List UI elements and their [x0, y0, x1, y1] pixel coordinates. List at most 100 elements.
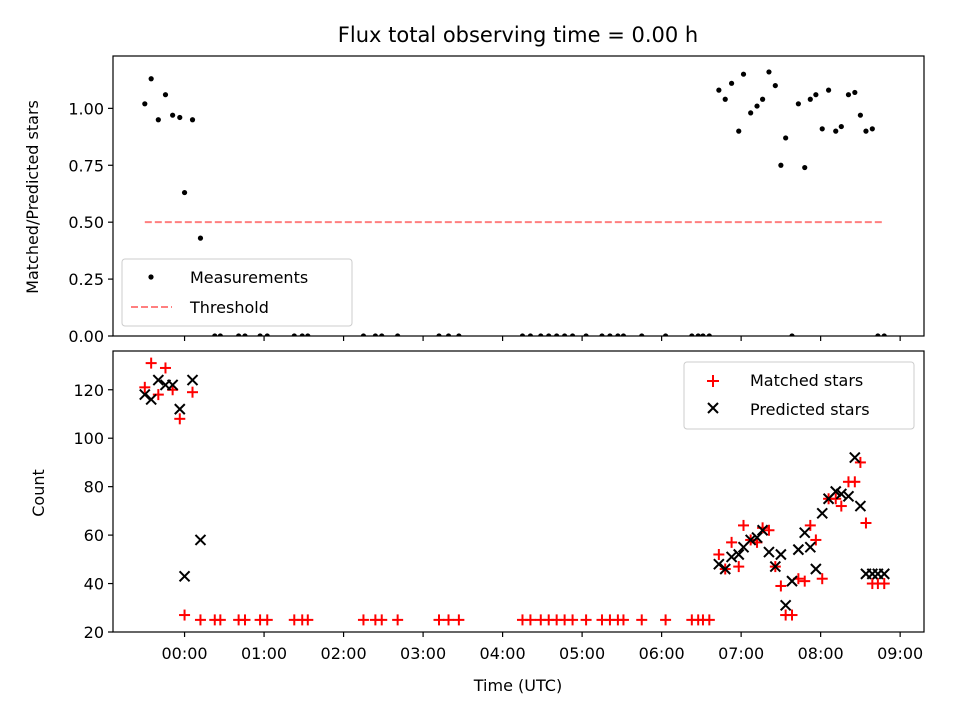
top-measurement-point [875, 333, 881, 336]
bottom-predicted-point [816, 507, 828, 520]
top-measurement-point [264, 333, 270, 336]
top-measurement-point [716, 87, 722, 93]
bottom-predicted-point [719, 563, 731, 575]
top-measurement-point [869, 126, 875, 132]
top-measurement-point [689, 333, 695, 336]
top-measurement-point [569, 333, 576, 336]
bottom-matched-point [636, 614, 648, 626]
top-measurement-point [819, 126, 825, 132]
bottom-x-tick-label: 07:00 [718, 644, 764, 663]
bottom-matched-point [775, 580, 787, 592]
top-measurement-point [155, 117, 161, 123]
bottom-predicted-point [145, 393, 157, 406]
top-measurement-point [436, 333, 442, 336]
legend-matched-marker [707, 375, 719, 387]
top-measurement-point [360, 333, 367, 336]
top-measurement-point [257, 333, 263, 336]
top-measurement-point [607, 333, 613, 336]
top-y-tick-label: 0.00 [68, 327, 104, 346]
bottom-plot-area [139, 357, 890, 626]
bottom-legend: Matched stars Predicted stars [683, 361, 915, 430]
top-measurement-point [599, 333, 605, 336]
top-measurement-point [546, 333, 552, 336]
top-measurement-point [881, 333, 887, 336]
bottom-matched-point [453, 614, 465, 626]
bottom-y-tick-label: 60 [84, 526, 104, 545]
bottom-y-tick-label: 20 [84, 623, 104, 642]
top-measurement-point [242, 333, 248, 336]
top-y-tick-label: 1.00 [68, 99, 104, 118]
bottom-predicted-point [725, 551, 738, 563]
legend-matched-label: Matched stars [750, 371, 863, 390]
bottom-matched-point [860, 517, 872, 529]
bottom-matched-point [357, 614, 369, 626]
bottom-x-tick-label: 00:00 [162, 644, 208, 663]
bottom-predicted-point [804, 541, 817, 553]
top-measurement-point [181, 189, 188, 196]
top-measurement-point [736, 128, 742, 134]
top-measurement-point [197, 235, 204, 241]
bottom-predicted-point [152, 374, 165, 386]
bottom-y-tick-label: 40 [84, 575, 104, 594]
top-measurement-point [662, 333, 669, 336]
bottom-matched-point [726, 536, 738, 548]
bottom-y-tick-label: 80 [84, 478, 104, 497]
top-measurement-point [857, 112, 863, 118]
top-measurement-point [583, 333, 589, 336]
top-measurement-point [177, 114, 183, 121]
bottom-matched-point [810, 534, 822, 546]
chart-title: Flux total observing time = 0.00 h [338, 23, 698, 47]
top-plot-area [142, 69, 887, 336]
bottom-matched-point [816, 573, 828, 585]
bottom-matched-point [738, 519, 750, 531]
top-measurement-point [170, 112, 176, 118]
top-measurement-point [833, 128, 839, 134]
bottom-predicted-point [769, 560, 782, 573]
top-measurement-point [538, 333, 544, 336]
bottom-predicted-point [751, 531, 763, 544]
top-measurement-point [695, 333, 701, 336]
legend-threshold-label: Threshold [189, 298, 269, 317]
top-measurement-point [863, 128, 869, 134]
top-measurement-point [838, 123, 844, 130]
top-measurement-point [291, 333, 297, 336]
bottom-matched-point [145, 357, 157, 369]
bottom-predicted-point [854, 500, 867, 512]
top-measurement-point [519, 333, 526, 336]
top-measurement-point [372, 333, 378, 336]
bottom-matched-point [179, 609, 191, 621]
bottom-predicted-point [786, 575, 798, 587]
bottom-matched-point [194, 614, 206, 626]
top-measurement-point [754, 103, 760, 109]
bottom-x-tick-label: 08:00 [798, 644, 844, 663]
bottom-matched-point [443, 614, 455, 626]
bottom-predicted-point [810, 563, 822, 575]
bottom-matched-point [392, 614, 404, 626]
top-measurement-point [700, 333, 706, 336]
top-measurement-point [722, 96, 728, 102]
top-axes: 0.00 0.25 0.50 0.75 1.00 [68, 55, 925, 346]
bottom-x-tick-label: 09:00 [877, 644, 923, 663]
bottom-matched-point [567, 614, 579, 626]
bottom-matched-point [187, 386, 199, 398]
top-measurement-point [445, 333, 452, 336]
top-measurement-point [456, 333, 462, 336]
bottom-predicted-point [139, 388, 151, 401]
bottom-matched-point [139, 381, 151, 393]
top-measurement-point [148, 76, 154, 82]
bottom-matched-point [580, 614, 592, 626]
bottom-predicted-point [878, 568, 890, 580]
top-measurement-point [162, 92, 169, 98]
legend-measurements-label: Measurements [190, 268, 308, 287]
bottom-matched-point [159, 362, 171, 374]
bottom-matched-point [799, 575, 811, 587]
bottom-predicted-point [744, 534, 757, 546]
top-axes-frame [112, 55, 925, 337]
top-measurement-point [778, 162, 784, 168]
bottom-matched-point [660, 614, 672, 626]
bottom-matched-point [214, 614, 226, 626]
bottom-matched-point [878, 578, 890, 590]
bottom-matched-point [302, 614, 314, 626]
bottom-x-tick-label: 05:00 [559, 644, 605, 663]
